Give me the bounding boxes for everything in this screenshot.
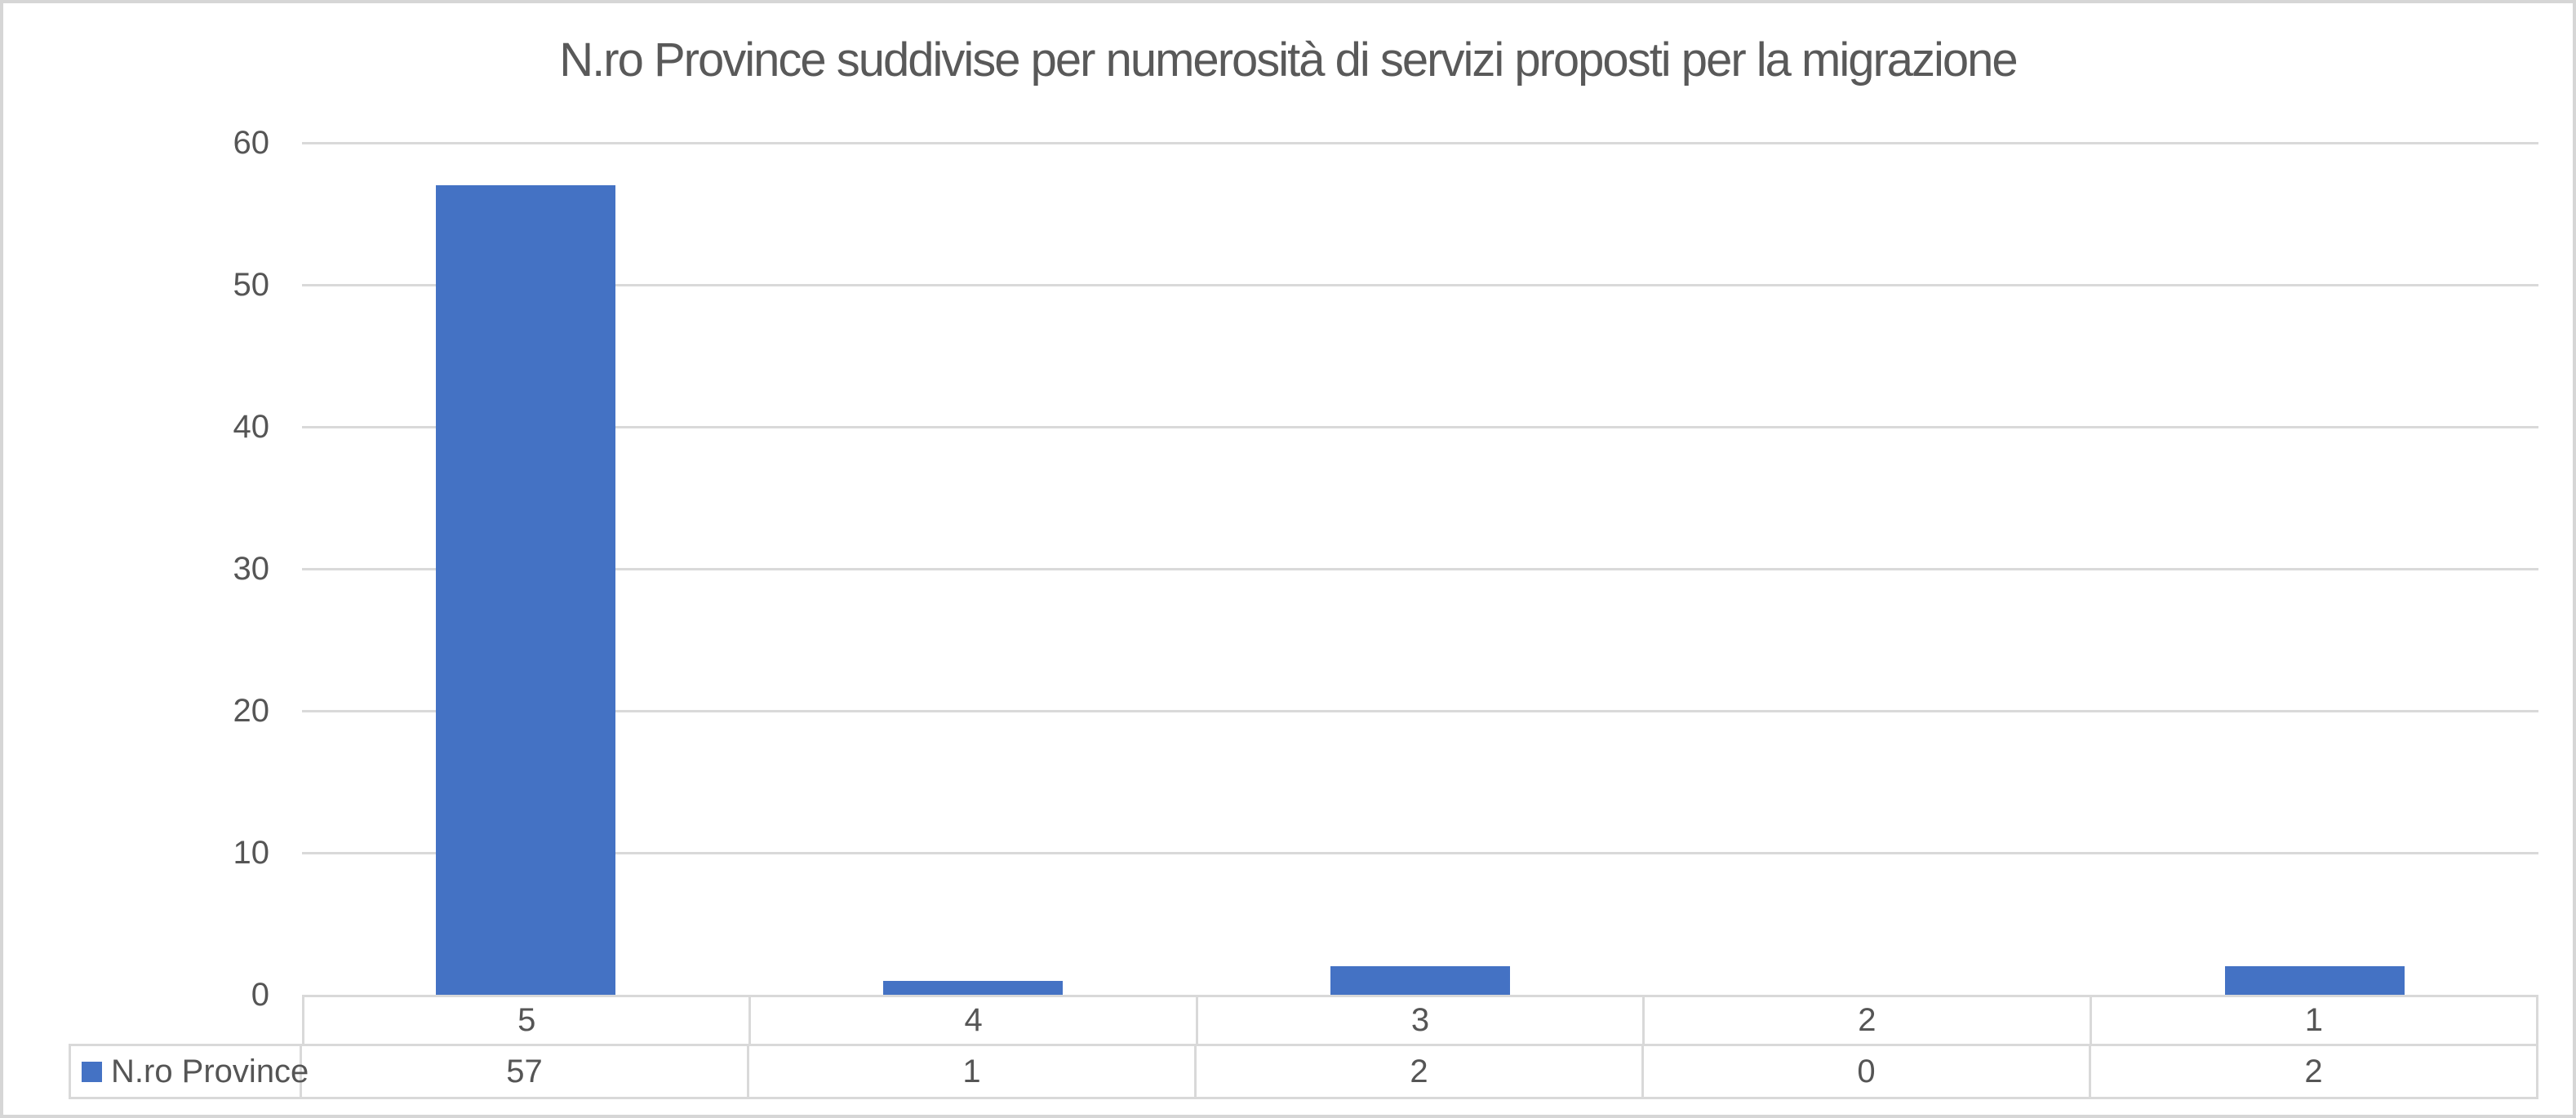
gridline [302, 852, 2538, 854]
chart-title: N.ro Province suddivise per numerosità d… [559, 33, 2018, 87]
bar-category-1 [2225, 966, 2405, 995]
bar-category-4 [883, 981, 1063, 995]
y-axis-tick-label: 30 [233, 551, 270, 587]
gridline [302, 710, 2538, 712]
gridline [302, 568, 2538, 570]
category-cell: 1 [2304, 1002, 2323, 1038]
gridline [302, 142, 2538, 144]
bar-category-3 [1330, 966, 1510, 995]
category-cell: 5 [304, 997, 752, 1044]
legend-key-icon [82, 1061, 102, 1082]
y-axis-tick-label: 50 [233, 267, 270, 303]
value-cell: 1 [749, 1046, 1197, 1097]
value-cell: 2 [1197, 1046, 1644, 1097]
category-cell: 3 [1198, 997, 1646, 1044]
category-cell: 4 [751, 997, 1198, 1044]
y-axis-tick-label: 0 [251, 977, 269, 1013]
gridline [302, 284, 2538, 286]
value-cell: 0 [1644, 1046, 2091, 1097]
bar-category-5 [436, 185, 615, 995]
y-axis-tick-label: 10 [233, 835, 270, 871]
category-cell: 2 [1645, 997, 2092, 1044]
y-axis-tick-label: 60 [233, 125, 270, 161]
plot-area [3, 3, 2573, 1115]
value-cell: 2 [2304, 1053, 2323, 1089]
y-axis-tick-label: 40 [233, 409, 270, 445]
gridline [302, 426, 2538, 428]
value-cell: 57 [302, 1046, 749, 1097]
y-axis-tick-label: 20 [233, 693, 270, 729]
legend-series-name: N.ro Province [111, 1053, 309, 1089]
data-table-values-row: N.ro Province 57 1 2 0 2 [69, 1044, 2538, 1099]
legend-key-cell: N.ro Province [71, 1046, 309, 1097]
